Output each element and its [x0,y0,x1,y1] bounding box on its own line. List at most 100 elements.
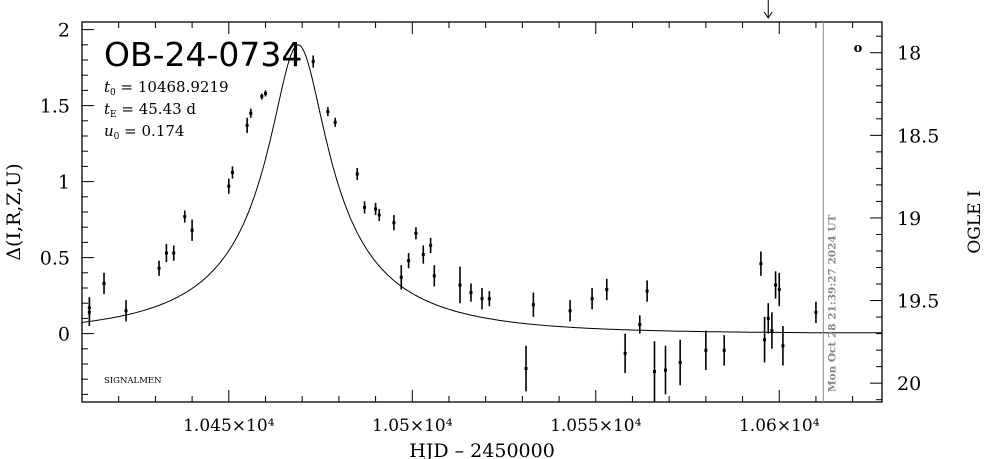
y-tick-label: 1.5 [40,96,70,118]
data-point [766,303,770,334]
point-marker [164,251,168,255]
point-marker [645,289,649,293]
right-tick-label: 18.5 [897,125,939,147]
point-marker [392,221,396,225]
data-point [414,227,418,240]
point-marker [260,94,264,98]
point-marker [814,310,818,314]
point-marker [590,297,594,301]
data-point [263,90,267,97]
data-point [429,237,433,254]
data-point [164,243,168,263]
fit-parameter: t0 = 10468.9219 [104,78,229,98]
data-point [421,245,425,264]
point-marker [652,370,656,374]
data-point [432,265,436,287]
point-marker [263,91,267,95]
data-point [458,266,462,304]
data-point [245,117,249,133]
data-point [230,166,234,179]
data-point [763,316,767,363]
data-point [645,280,649,302]
point-marker [469,291,473,295]
x-axis-label: HJD – 2450000 [409,440,555,459]
point-marker [245,123,249,127]
point-marker [781,344,785,348]
point-marker [399,275,403,279]
point-marker [663,368,667,372]
right-tick-label: 18 [897,43,921,65]
data-point [392,215,396,231]
data-point [183,210,187,223]
data-point [652,341,656,402]
right-axis-label: OGLE I [965,190,985,253]
chart-title: OB-24-0734 [104,35,302,74]
data-point [568,300,572,322]
point-marker [377,213,381,217]
point-marker [678,360,682,364]
data-point [480,288,484,310]
y-axis-ticks: 0 0.5 1 1.5 2 [40,20,94,395]
data-point [124,300,128,322]
data-point [524,345,528,392]
right-tick-label: 20 [897,373,921,395]
x-tick-label: 1.045×10⁴ [183,416,275,436]
data-point [326,107,330,117]
point-marker [326,110,330,114]
point-marker [531,303,535,307]
y-tick-label: 2 [58,20,70,42]
x-tick-label: 1.055×10⁴ [550,416,642,436]
point-marker [230,170,234,174]
y-tick-label: 0 [58,324,70,346]
point-marker [374,207,378,211]
data-point [227,178,231,194]
point-marker [102,281,106,285]
x-tick-label: 1.06×10⁴ [739,416,820,436]
data-point [487,291,491,307]
point-marker [487,297,491,301]
point-marker [722,348,726,352]
x-axis-ticks: 1.045×10⁴ 1.05×10⁴ 1.055×10⁴ 1.06×10⁴ [81,22,854,436]
data-point [704,330,708,371]
point-marker [568,309,572,313]
point-marker [763,338,767,342]
fit-parameter: tE = 45.43 d [104,100,196,120]
data-point [590,288,594,310]
fit-parameter: u0 = 0.174 [104,122,184,142]
y-tick-label: 1 [58,172,70,194]
point-marker [355,172,359,176]
data-point [663,345,667,395]
point-marker [190,228,194,232]
point-marker [421,253,425,257]
point-marker [157,266,161,270]
right-tick-label: 19.5 [897,291,939,313]
point-marker [414,231,418,235]
data-point [407,253,411,269]
point-marker [124,309,128,313]
point-marker [311,60,315,64]
point-marker [87,306,91,310]
y-axis-label: Δ(I,R,Z,U) [3,163,25,260]
point-marker [407,259,411,263]
point-marker [638,322,642,326]
data-point [377,208,381,222]
data-point [638,315,642,334]
data-point [777,272,781,307]
data-point [374,202,378,216]
data-point [87,297,91,319]
data-point [722,335,726,366]
data-point [311,55,315,68]
point-marker [249,111,253,115]
data-point [781,326,785,366]
data-point [814,301,818,323]
x-tick-label: 1.05×10⁴ [372,416,453,436]
point-marker [770,329,774,333]
circle-marker: o [854,41,863,56]
data-point [249,108,253,118]
point-marker [429,243,433,247]
point-marker [524,367,528,371]
data-point [260,93,264,100]
data-point [770,312,774,349]
data-point [102,272,106,295]
